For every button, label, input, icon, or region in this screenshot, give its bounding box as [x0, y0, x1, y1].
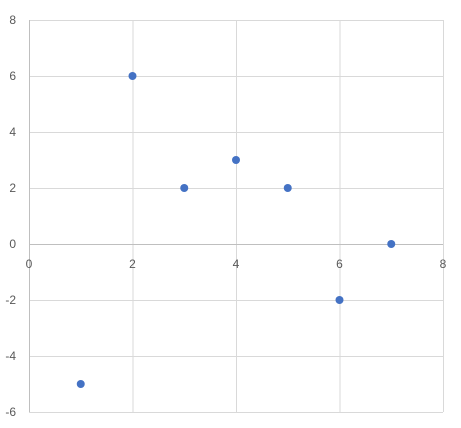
y-tick-label: -2 [5, 293, 16, 307]
y-tick-label: -4 [5, 349, 16, 363]
horizontal-gridlines [29, 20, 443, 413]
y-tick-label: 2 [9, 181, 16, 195]
y-tick-label: -6 [5, 405, 16, 419]
x-tick-label: 4 [233, 257, 240, 271]
data-point [128, 72, 137, 80]
data-point [180, 184, 189, 192]
x-tick-labels: 0 2 4 6 8 [26, 257, 447, 271]
y-tick-label: 8 [9, 13, 16, 27]
y-tick-labels: -6 -4 -2 0 2 4 6 8 [5, 13, 16, 419]
data-point [76, 380, 85, 388]
data-point [283, 184, 292, 192]
x-tick-label: 6 [336, 257, 343, 271]
data-points [76, 72, 396, 388]
x-tick-label: 0 [26, 257, 33, 271]
data-point [232, 156, 240, 164]
vertical-gridlines [29, 20, 444, 412]
y-tick-label: 4 [9, 125, 16, 139]
y-tick-label: 0 [9, 237, 16, 251]
x-tick-label: 2 [129, 257, 136, 271]
data-point [387, 240, 396, 248]
x-tick-label: 8 [440, 257, 447, 271]
y-tick-label: 6 [9, 69, 16, 83]
data-point [335, 296, 344, 304]
